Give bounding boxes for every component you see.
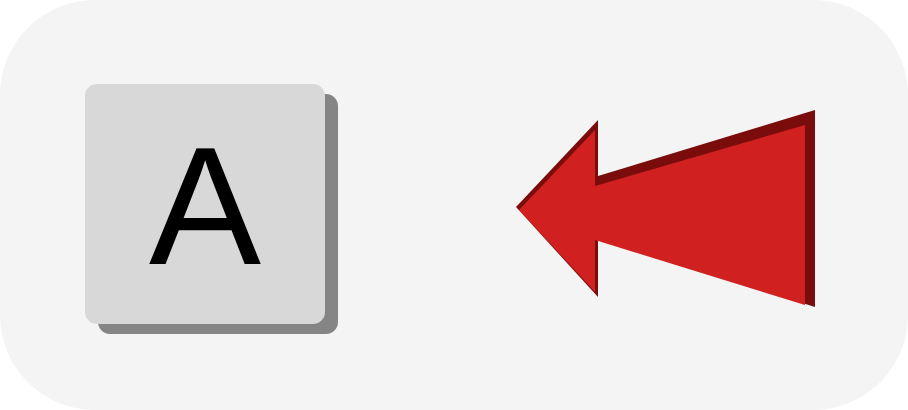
- keyboard-key-a: A: [85, 84, 325, 324]
- key-label: A: [148, 112, 262, 300]
- arrow-face: [519, 125, 805, 305]
